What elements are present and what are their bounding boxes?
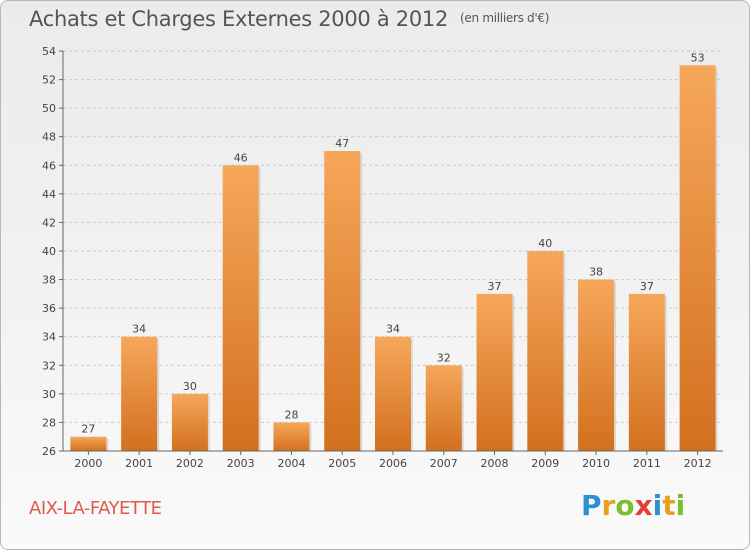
x-tick-label: 2012 [684, 457, 712, 470]
y-tick-label: 50 [42, 102, 56, 115]
logo-letter: i [675, 489, 686, 522]
y-tick-label: 30 [42, 388, 56, 401]
y-tick-label: 38 [42, 274, 56, 287]
bar [273, 422, 310, 451]
chart-title-text: Achats et Charges Externes 2000 à 2012 [29, 7, 449, 31]
bar [324, 151, 361, 451]
data-label: 34 [386, 323, 400, 336]
bar [578, 279, 615, 451]
bar [425, 365, 462, 451]
commune-name: AIX-LA-FAYETTE [29, 498, 162, 519]
logo-letter: x [634, 489, 653, 522]
logo-letter: r [601, 489, 616, 522]
x-tick-label: 2003 [227, 457, 255, 470]
y-tick-label: 52 [42, 74, 56, 87]
proxiti-logo[interactable]: Proxiti [581, 489, 685, 522]
bar [70, 436, 107, 451]
bar [527, 251, 564, 451]
y-tick-label: 36 [42, 302, 56, 315]
data-labels: 27 34 30 46 28 47 34 32 37 40 38 37 53 [81, 51, 704, 435]
data-label: 46 [234, 151, 248, 164]
x-axis: 2000 2001 2002 2003 2004 2005 2006 2007 2008 2009… [63, 450, 723, 470]
y-tick-label: 26 [42, 445, 56, 458]
x-tick-label: 2008 [481, 457, 509, 470]
bar [121, 336, 158, 451]
x-tick-label: 2007 [430, 457, 458, 470]
y-axis: 26 28 30 32 34 36 38 40 42 44 46 48 50 52 54 [42, 45, 64, 458]
x-tick-label: 2001 [125, 457, 153, 470]
data-label: 30 [183, 380, 197, 393]
x-tick-label: 2009 [531, 457, 559, 470]
data-label: 38 [589, 266, 603, 279]
bar [476, 293, 513, 451]
data-label: 34 [132, 323, 146, 336]
x-tick-label: 2006 [379, 457, 407, 470]
logo-letter: i [652, 489, 663, 522]
y-tick-label: 32 [42, 359, 56, 372]
chart-unit: (en milliers d'€) [460, 11, 550, 25]
x-tick-label: 2005 [328, 457, 356, 470]
y-tick-label: 46 [42, 159, 56, 172]
y-tick-label: 40 [42, 245, 56, 258]
logo-letter: P [581, 489, 602, 522]
bar [628, 293, 665, 451]
logo-letter: t [662, 489, 676, 522]
bar [375, 336, 411, 451]
y-tick-label: 42 [42, 216, 56, 229]
bar [171, 393, 208, 451]
x-tick-label: 2004 [277, 457, 305, 470]
data-label: 37 [640, 280, 654, 293]
x-tick-label: 2011 [633, 457, 661, 470]
x-tick-label: 2002 [176, 457, 204, 470]
x-tick-label: 2000 [74, 457, 102, 470]
x-tick-label: 2010 [582, 457, 610, 470]
data-label: 37 [488, 280, 502, 293]
data-label: 40 [538, 237, 552, 250]
data-label: 32 [437, 351, 451, 364]
y-tick-label: 48 [42, 131, 56, 144]
chart-title: Achats et Charges Externes 2000 à 2012 (e… [29, 7, 549, 31]
data-label: 47 [335, 137, 349, 150]
y-tick-label: 34 [42, 331, 56, 344]
bar [222, 165, 259, 452]
bars [70, 65, 718, 452]
data-label: 28 [284, 408, 298, 421]
data-label: 53 [691, 51, 705, 64]
data-label: 27 [81, 423, 95, 436]
y-tick-label: 28 [42, 416, 56, 429]
logo-letter: o [615, 489, 635, 522]
y-tick-label: 54 [42, 45, 56, 58]
y-tick-label: 44 [42, 188, 56, 201]
bar [679, 65, 716, 452]
